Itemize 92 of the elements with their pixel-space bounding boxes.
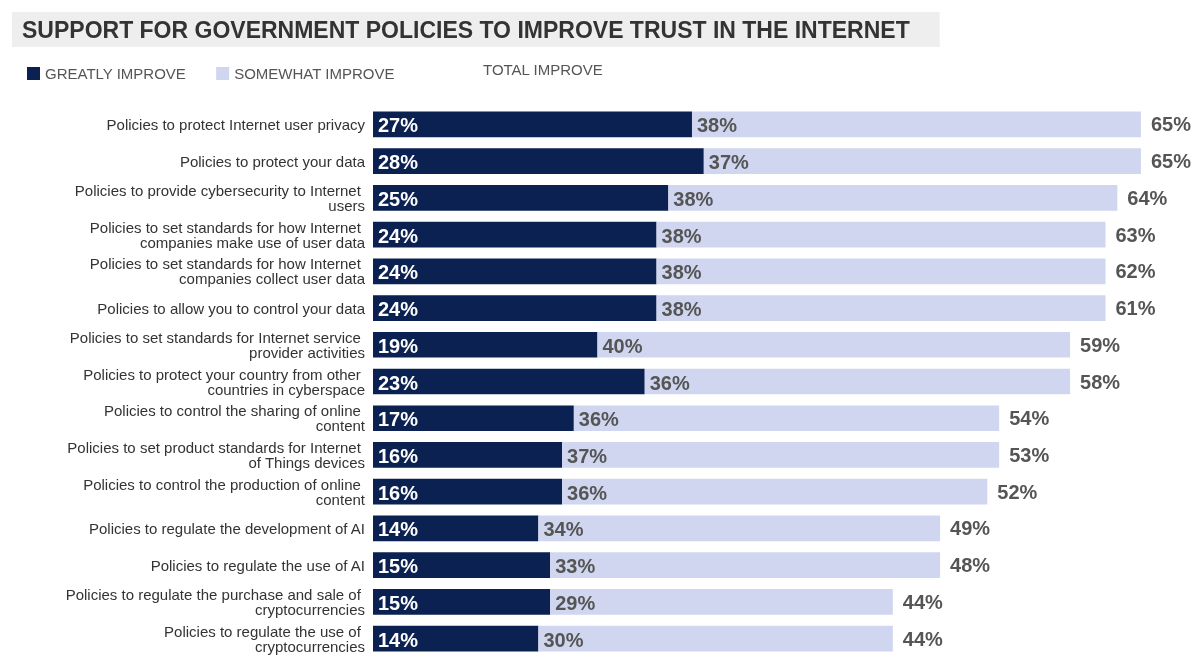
data-label: 38%: [696, 114, 738, 137]
data-label: 25%: [378, 187, 419, 210]
data-label: 16%: [378, 444, 419, 467]
bar: [373, 442, 563, 468]
data-label: 37%: [708, 151, 750, 174]
bar: [562, 478, 988, 505]
data-label: 30%: [543, 628, 584, 651]
bar: [373, 111, 692, 138]
y-tick-label: Policies to set standards for Internet service provider activities: [69, 328, 365, 361]
total-label: 52%: [997, 480, 1038, 503]
data-label: 37%: [567, 444, 608, 467]
bar: [644, 368, 1071, 395]
y-tick-label: Policies to allow you to control your data: [97, 299, 366, 317]
bar: [668, 184, 1118, 211]
data-label: 34%: [543, 518, 584, 541]
total-label: 44%: [902, 590, 944, 613]
bar: [550, 552, 941, 579]
data-label: 36%: [578, 408, 620, 431]
data-label: 24%: [378, 261, 419, 284]
data-label: 14%: [378, 628, 419, 651]
total-label: 61%: [1115, 297, 1156, 320]
bar: [373, 148, 704, 174]
bar: [656, 295, 1106, 321]
total-label: 44%: [902, 627, 944, 650]
legend-label: SOMEWHAT IMPROVE: [234, 65, 395, 82]
bar: [373, 331, 598, 358]
total-label: 58%: [1080, 370, 1121, 393]
total-label: 65%: [1150, 150, 1192, 173]
data-label: 14%: [378, 518, 419, 541]
data-label: 28%: [378, 151, 419, 174]
data-label: 24%: [378, 298, 419, 321]
data-label: 23%: [378, 371, 419, 394]
bar: [373, 184, 669, 211]
total-label: 53%: [1009, 443, 1050, 466]
y-tick-label: Policies to regulate the development of AI: [88, 519, 365, 537]
data-label: 27%: [378, 114, 419, 137]
bar: [373, 552, 551, 579]
data-label: 19%: [378, 334, 419, 357]
y-tick-label: Policies to provide cybersecurity to Internet users: [74, 181, 365, 214]
total-label: 65%: [1150, 113, 1192, 136]
y-tick-label: Policies to control the sharing of online content: [104, 402, 366, 435]
data-label: 15%: [378, 591, 419, 614]
bar: [373, 589, 551, 615]
data-label: 38%: [661, 224, 702, 247]
total-label: 59%: [1080, 333, 1121, 356]
y-tick-label: Policies to set product standards for Internet of Things devices: [67, 438, 365, 471]
bar: [538, 625, 893, 652]
legend-label: GREATLY IMPROVE: [45, 65, 186, 82]
data-label: 16%: [378, 481, 419, 504]
y-tick-label: Policies to protect your country from other countries in cyberspace: [83, 365, 365, 398]
bar: [373, 478, 563, 505]
total-label: 49%: [950, 517, 991, 540]
text: TOTAL IMPROVE: [483, 61, 603, 78]
total-label: 54%: [1009, 407, 1050, 430]
bar: [373, 368, 645, 395]
bar: [373, 295, 657, 321]
y-tick-label: Policies to regulate the purchase and sale of cryptocurrencies: [65, 585, 365, 618]
total-label: 64%: [1127, 186, 1168, 209]
y-tick-label: Policies to control the production of online content: [83, 475, 366, 508]
y-tick-label: Policies to protect your data: [179, 152, 366, 170]
y-tick-label: Policies to regulate the use of AI: [150, 556, 365, 574]
bar: [703, 148, 1141, 174]
data-label: 38%: [673, 187, 714, 210]
bar: [597, 331, 1071, 358]
bar: [691, 111, 1141, 138]
bar: [550, 589, 893, 615]
data-label: 17%: [378, 408, 419, 431]
bar: [656, 258, 1106, 285]
bar: [538, 515, 941, 542]
bar: [656, 221, 1106, 248]
y-tick-label: Policies to protect Internet user privacy: [106, 115, 366, 133]
data-label: 36%: [649, 371, 690, 394]
data-label: 24%: [378, 224, 419, 247]
data-label: 15%: [378, 555, 419, 578]
bar: [373, 258, 657, 285]
total-label: 48%: [950, 554, 991, 577]
chart-title: SUPPORT FOR GOVERNMENT POLICIES TO IMPROVE TRUST IN THE INTERNET: [22, 16, 910, 43]
bar: [373, 405, 574, 432]
bar: [573, 405, 1000, 432]
data-label: 40%: [602, 334, 643, 357]
data-label: 38%: [661, 261, 702, 284]
y-tick-label: Policies to regulate the use of cryptocurrencies: [164, 622, 365, 655]
bar: [562, 442, 1000, 468]
data-label: 33%: [555, 555, 596, 578]
data-label: 38%: [661, 298, 702, 321]
total-label: 63%: [1115, 223, 1156, 246]
y-tick-label: Policies to set standards for how Internet companies collect user data: [89, 255, 366, 288]
bar: [373, 221, 657, 248]
data-label: 29%: [555, 591, 596, 614]
data-label: 36%: [567, 481, 608, 504]
total-label: 62%: [1115, 260, 1156, 283]
y-tick-label: Policies to set standards for how Internet companies make use of user data: [89, 218, 366, 251]
